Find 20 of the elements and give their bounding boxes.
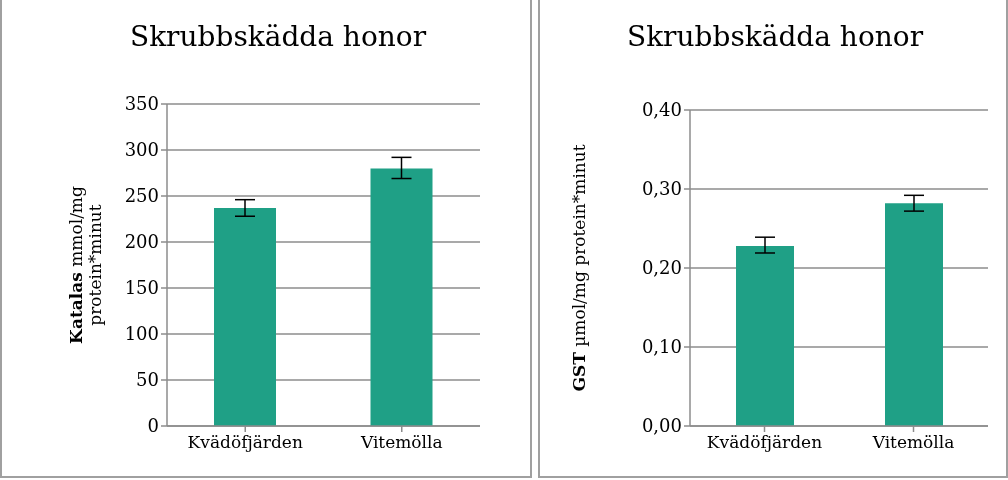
y-tick-label: 0,30 [641,178,682,200]
y-tick-label: 250 [124,185,159,207]
chart-title: Skrubbskädda honor [128,20,428,53]
y-tick-label: 50 [136,369,159,391]
y-tick-label: 350 [124,93,159,115]
y-tick-label: 0,10 [641,336,682,358]
y-tick-label: 150 [124,277,159,299]
y-tick-label: 0,00 [641,415,682,437]
y-tick-label: 0 [147,415,159,437]
y-tick-label: 300 [124,139,159,161]
x-tick-label: Kvädöfjärden [187,432,303,453]
y-tick-label: 200 [124,231,159,253]
x-tick-label: Kvädöfjärden [706,432,823,453]
x-tick-label: Vitemölla [359,432,443,453]
y-axis-title: GST µmol/mg protein*minut [569,144,589,392]
chart-title: Skrubbskädda honor [625,20,925,53]
y-tick-label: 0,20 [641,257,682,279]
y-tick-label: 100 [124,323,159,345]
x-tick-label: Vitemölla [871,432,955,453]
y-tick-label: 0,40 [641,99,682,121]
